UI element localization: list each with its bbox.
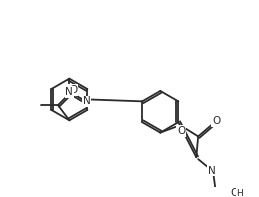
Text: O: O — [230, 188, 238, 197]
Text: N: N — [207, 165, 215, 176]
Text: O: O — [69, 85, 77, 95]
Text: O: O — [177, 126, 185, 136]
Text: N: N — [66, 87, 73, 97]
Text: N: N — [83, 96, 90, 106]
Text: O: O — [212, 116, 220, 126]
Text: H: H — [236, 189, 243, 197]
